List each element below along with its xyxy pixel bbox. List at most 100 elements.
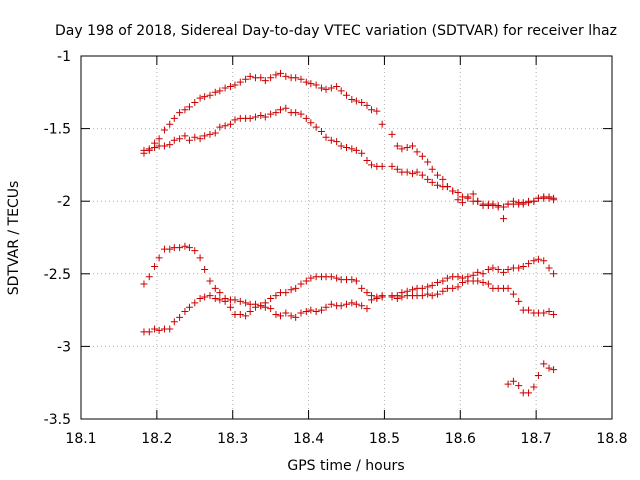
- data-point: [206, 277, 214, 285]
- data-point: [226, 82, 234, 90]
- data-point: [337, 142, 345, 150]
- data-point: [246, 114, 254, 122]
- data-point: [151, 325, 159, 333]
- data-point: [272, 310, 280, 318]
- y-axis-label: SDTVAR / TECUs: [6, 181, 22, 296]
- data-point: [454, 273, 462, 281]
- data-point: [393, 142, 401, 150]
- data-point: [333, 138, 341, 146]
- data-point: [191, 247, 199, 255]
- data-point: [358, 98, 366, 106]
- data-point: [530, 197, 538, 205]
- data-point: [540, 360, 548, 368]
- data-point: [393, 165, 401, 173]
- data-point: [185, 103, 193, 111]
- data-point: [352, 97, 360, 105]
- data-point: [352, 277, 360, 285]
- data-point: [191, 133, 199, 141]
- data-point: [317, 128, 325, 136]
- data-point: [226, 303, 234, 311]
- data-point: [504, 284, 512, 292]
- data-point: [307, 274, 315, 282]
- data-point: [474, 277, 482, 285]
- data-point: [534, 255, 542, 263]
- data-point: [267, 305, 275, 313]
- data-point: [494, 265, 502, 273]
- data-point: [206, 292, 214, 300]
- y-axis-ticks: -1 -1.5 -2 -2.5 -3 -3.5: [44, 49, 612, 428]
- data-point: [221, 84, 229, 92]
- data-point: [297, 280, 305, 288]
- data-point: [170, 114, 178, 122]
- data-point: [307, 80, 315, 88]
- data-point: [348, 96, 356, 104]
- data-point: [515, 382, 523, 390]
- data-point: [393, 294, 401, 302]
- data-point: [368, 106, 376, 114]
- data-point: [413, 148, 421, 156]
- data-point: [242, 75, 250, 83]
- data-point: [327, 136, 335, 144]
- data-point: [525, 306, 533, 314]
- data-point: [443, 274, 451, 282]
- data-point: [459, 193, 467, 201]
- data-point: [206, 91, 214, 99]
- data-point: [176, 135, 184, 143]
- x-tick-label: 18.4: [293, 431, 324, 447]
- data-point: [160, 142, 168, 150]
- data-point: [398, 293, 406, 301]
- data-point: [282, 104, 290, 112]
- data-point: [489, 264, 497, 272]
- data-point: [292, 313, 300, 321]
- data-point: [484, 200, 492, 208]
- x-tick-label: 18.1: [65, 431, 96, 447]
- data-point: [292, 284, 300, 292]
- data-point: [413, 168, 421, 176]
- data-point: [145, 273, 153, 281]
- x-axis-label: GPS time / hours: [287, 458, 404, 474]
- data-point: [545, 264, 553, 272]
- data-point: [474, 268, 482, 276]
- data-point: [418, 292, 426, 300]
- data-point: [530, 383, 538, 391]
- data-point: [185, 244, 193, 252]
- data-point: [181, 242, 189, 250]
- data-point: [358, 149, 366, 157]
- data-point: [550, 270, 558, 278]
- data-point: [236, 310, 244, 318]
- x-tick-label: 18.6: [445, 431, 476, 447]
- data-point: [185, 303, 193, 311]
- data-point: [428, 165, 436, 173]
- data-point: [312, 308, 320, 316]
- data-point: [443, 183, 451, 191]
- data-point: [277, 106, 285, 114]
- data-point: [519, 263, 527, 271]
- data-point: [201, 93, 209, 101]
- data-point: [317, 84, 325, 92]
- data-point: [352, 146, 360, 154]
- y-tick-label: -2.5: [44, 267, 71, 283]
- data-point: [257, 302, 265, 310]
- data-point: [176, 109, 184, 117]
- data-point: [352, 300, 360, 308]
- data-point: [327, 273, 335, 281]
- data-point: [216, 289, 224, 297]
- data-point: [388, 162, 396, 170]
- data-point: [418, 171, 426, 179]
- data-point: [251, 113, 259, 121]
- data-point: [257, 112, 265, 120]
- data-point: [181, 106, 189, 114]
- data-point: [368, 296, 376, 304]
- data-point: [267, 294, 275, 302]
- x-axis-ticks: 18.1 18.2 18.3 18.4 18.5 18.6 18.7 18.8: [65, 56, 628, 447]
- data-point: [196, 94, 204, 102]
- data-point: [292, 109, 300, 117]
- data-point: [155, 326, 163, 334]
- data-point: [418, 284, 426, 292]
- data-point: [196, 294, 204, 302]
- data-point: [363, 289, 371, 297]
- data-point: [469, 190, 477, 198]
- chart-title: Day 198 of 2018, Sidereal Day-to-day VTE…: [55, 23, 617, 39]
- data-point: [343, 91, 350, 99]
